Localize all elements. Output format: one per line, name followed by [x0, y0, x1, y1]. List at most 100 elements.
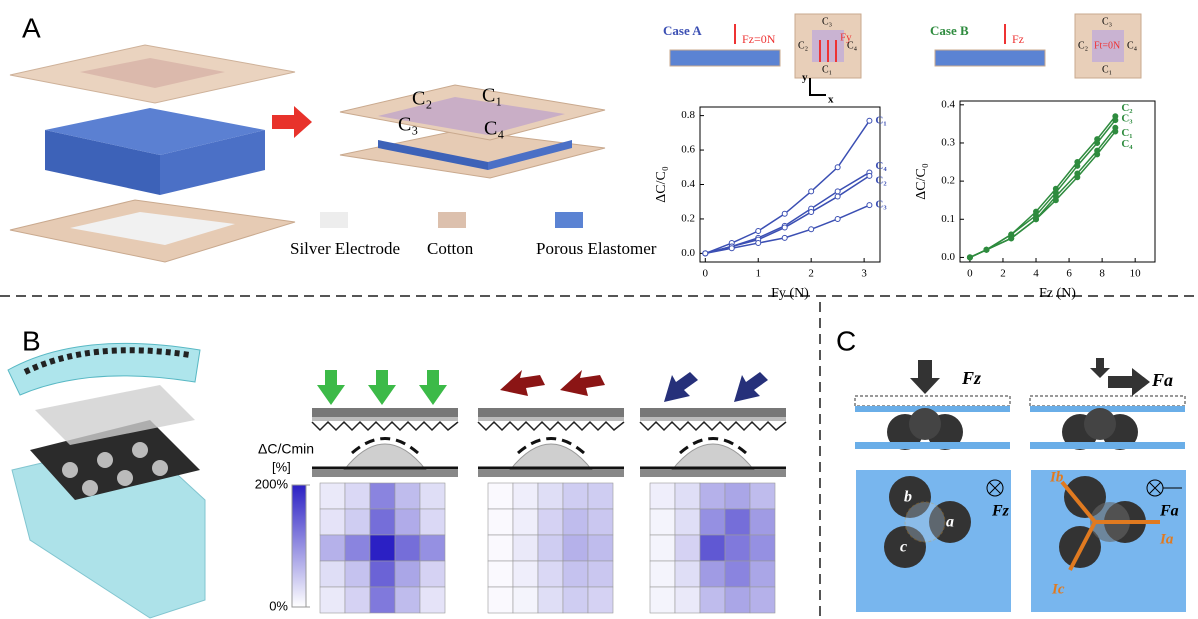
panel-label: C	[836, 325, 856, 356]
heatmap-cell	[563, 561, 588, 587]
data-point	[835, 194, 840, 199]
y-tick-label: 0.3	[941, 136, 955, 148]
heatmap-cell	[395, 587, 420, 613]
heatmap-cell	[370, 587, 395, 613]
heatmap-cell	[675, 535, 700, 561]
series-line	[970, 120, 1115, 257]
heatmap-cell	[370, 561, 395, 587]
heatmap-cell	[725, 483, 750, 509]
y-tick-label: 0.8	[681, 109, 695, 121]
data-point	[967, 255, 972, 260]
colorbar	[292, 485, 306, 607]
heatmap-cell	[750, 587, 775, 613]
force-label: Fa	[1151, 370, 1173, 390]
y-tick-label: 0.2	[681, 212, 695, 224]
heatmap-cell	[395, 561, 420, 587]
heatmap-cell	[700, 561, 725, 587]
device-illustration	[8, 343, 205, 618]
heatmap-cell	[320, 587, 345, 613]
heatmap-cell	[320, 535, 345, 561]
sensor-side	[935, 50, 1045, 66]
data-point	[809, 189, 814, 194]
heatmap-cell	[675, 509, 700, 535]
x-tick-label: 4	[1033, 268, 1039, 280]
shear-schematic	[855, 358, 1186, 612]
heatmap-cell	[650, 509, 675, 535]
legend-label: Silver Electrode	[290, 239, 400, 258]
pad-label: C₁	[822, 64, 832, 75]
heatmap-cell	[563, 535, 588, 561]
data-point	[867, 118, 872, 123]
heatmap-cell	[345, 483, 370, 509]
electrode-label: C₁	[482, 85, 502, 107]
heatmap-cell	[488, 561, 513, 587]
heatmap-cell	[513, 483, 538, 509]
case-title: Case A	[663, 23, 702, 38]
field-label: Fz	[991, 503, 1010, 520]
x-tick-label: 2	[1000, 268, 1006, 280]
data-point	[756, 241, 761, 246]
heatmap-cell	[725, 587, 750, 613]
pad-label: C₃	[822, 16, 832, 27]
x-axis-label: Fy (N)	[771, 286, 809, 301]
pad-label: C₂	[1078, 40, 1088, 51]
data-point	[1095, 140, 1100, 145]
data-point	[809, 210, 814, 215]
x-tick-label: 2	[808, 268, 814, 280]
data-point	[867, 203, 872, 208]
electrode-label: b	[904, 489, 912, 506]
electrode-label: a	[946, 514, 954, 531]
x-tick-label: 1	[755, 268, 761, 280]
heatmap-cell	[650, 587, 675, 613]
data-point	[1053, 198, 1058, 203]
data-point	[867, 173, 872, 178]
field-label: Fa	[1159, 503, 1179, 520]
heatmap-cell	[725, 561, 750, 587]
heatmap-cell	[563, 509, 588, 535]
heatmap-cell	[750, 509, 775, 535]
series-label: C₄	[875, 160, 887, 172]
y-tick-label: 0.0	[681, 247, 695, 259]
electrode-label: C₄	[484, 118, 504, 140]
heatmap-cell	[345, 587, 370, 613]
pad-label: C₃	[1102, 16, 1112, 27]
pad-label: C₁	[1102, 64, 1112, 75]
heatmap-cell	[700, 509, 725, 535]
heatmap-cell	[588, 509, 613, 535]
series-label: C₁	[875, 114, 886, 126]
heatmap-cell	[588, 535, 613, 561]
data-point	[835, 189, 840, 194]
panel-label: A	[22, 12, 41, 43]
pad-label: C₂	[798, 40, 808, 51]
heatmap-cell	[345, 561, 370, 587]
legend-swatch	[438, 212, 466, 228]
heatmap-cell	[650, 535, 675, 561]
assembled-sensor	[340, 85, 605, 178]
heatmap-cell	[700, 483, 725, 509]
y-axis-label: ΔC/C₀	[914, 163, 929, 200]
electrode-label: C₂	[412, 88, 432, 110]
y-tick-label: 0.1	[941, 213, 955, 225]
normal-arrows	[317, 370, 447, 405]
x-tick-label: 0	[967, 268, 973, 280]
colorbar-label: ΔC/Cmin	[258, 441, 314, 457]
axes-glyph	[810, 78, 826, 95]
heatmap-cell	[513, 561, 538, 587]
panel-label: B	[22, 325, 41, 356]
heatmap-cell	[675, 483, 700, 509]
force-label: Fz	[1012, 32, 1024, 46]
y-tick-label: 0.4	[681, 178, 695, 190]
heatmap-cell	[675, 561, 700, 587]
shear-arrows	[500, 370, 605, 396]
arrow	[272, 106, 312, 138]
heatmap-cell	[395, 535, 420, 561]
series-line	[970, 116, 1115, 257]
heatmap-cell	[320, 509, 345, 535]
sensor-schematic	[312, 408, 458, 477]
colorbar-tick-label: 200%	[255, 476, 289, 491]
heatmap-cell	[675, 587, 700, 613]
data-point	[984, 247, 989, 252]
legend-swatch	[555, 212, 583, 228]
data-point	[1095, 152, 1100, 157]
heatmap-cell	[420, 561, 445, 587]
